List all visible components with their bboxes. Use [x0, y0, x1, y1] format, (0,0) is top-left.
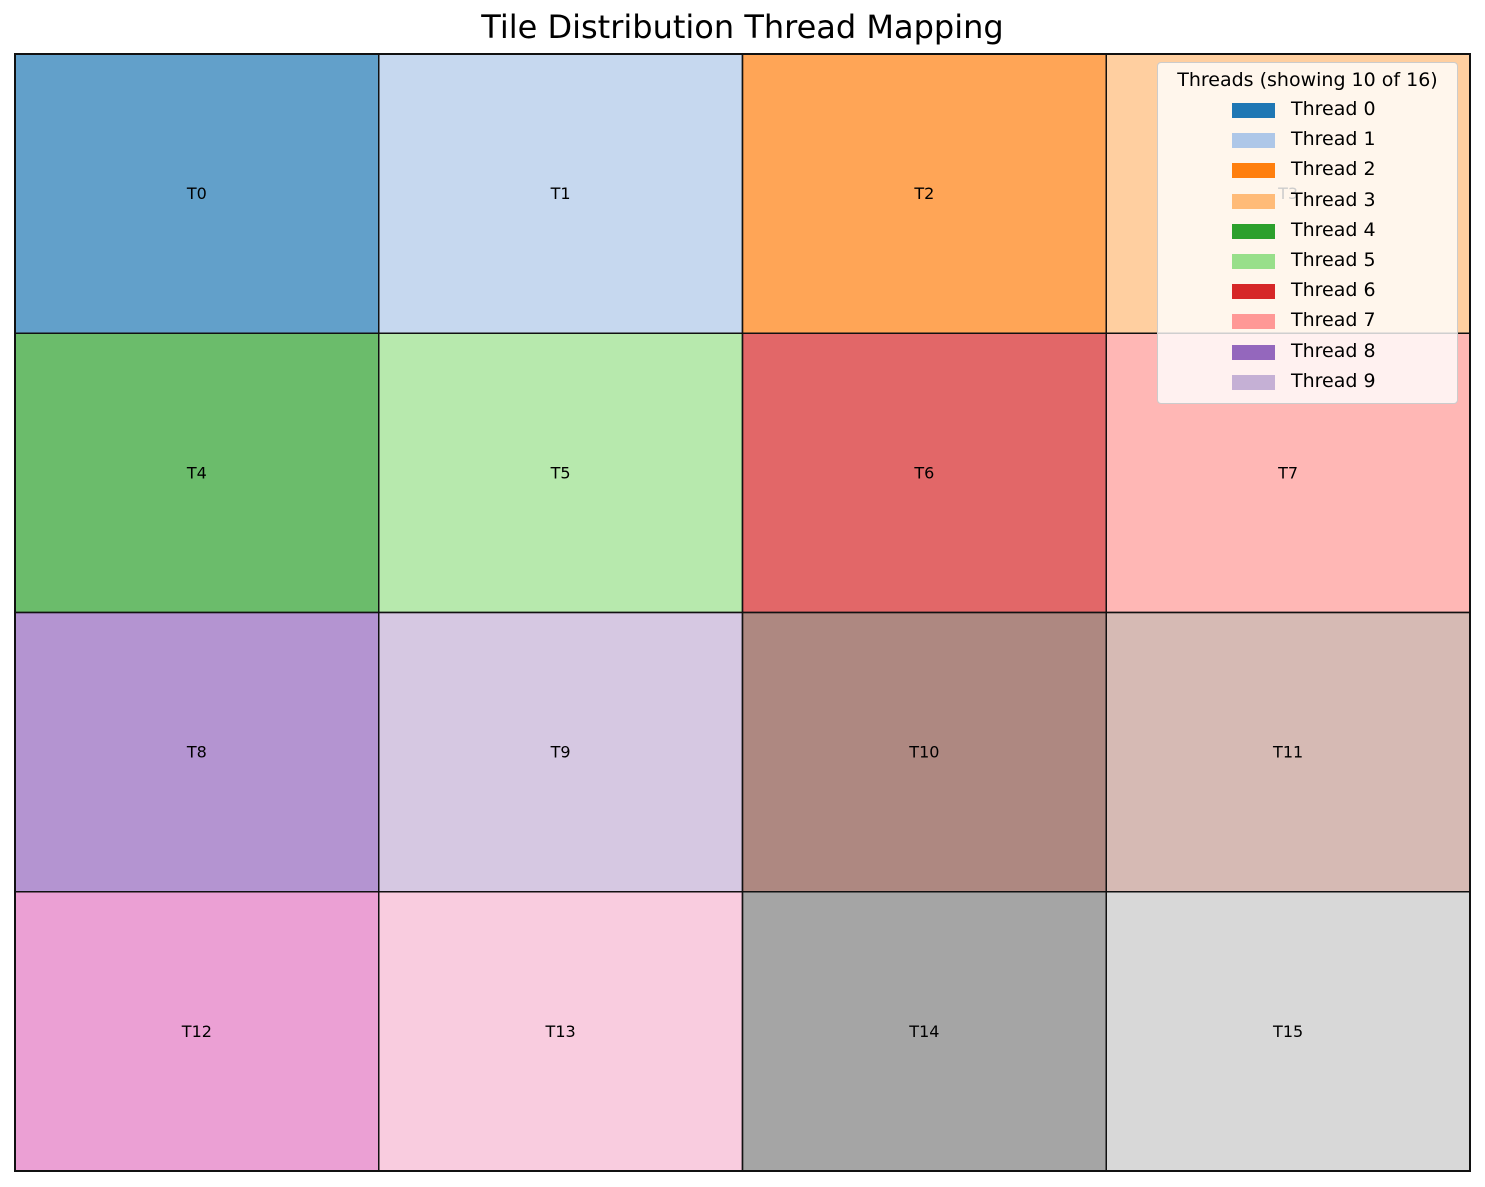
- legend-label-thread-2: Thread 2: [1291, 158, 1376, 181]
- tile-t14: [741, 891, 1107, 1172]
- legend-swatch-thread-1: [1232, 133, 1275, 149]
- tile-label-t5: T5: [550, 463, 571, 482]
- tile-t5: [378, 332, 744, 614]
- tile-label-t6: T6: [913, 463, 934, 482]
- legend-item-thread-9: Thread 9: [1158, 367, 1457, 397]
- legend-label-thread-3: Thread 3: [1291, 188, 1376, 211]
- tile-t10: [741, 611, 1107, 893]
- tile-label-t9: T9: [550, 743, 571, 762]
- tile-label-t2: T2: [913, 184, 934, 203]
- legend-item-thread-8: Thread 8: [1158, 337, 1457, 367]
- chart-title: Tile Distribution Thread Mapping: [481, 8, 1004, 46]
- tile-t9: [378, 611, 744, 893]
- tile-t6: [741, 332, 1107, 614]
- tile-t0: [14, 53, 380, 334]
- legend-label-thread-9: Thread 9: [1291, 369, 1376, 392]
- legend-swatch-thread-2: [1232, 163, 1275, 179]
- legend-swatch-thread-4: [1232, 223, 1275, 239]
- tile-label-t15: T15: [1272, 1022, 1303, 1041]
- legend-item-thread-6: Thread 6: [1158, 276, 1457, 306]
- plot-frame: [14, 53, 1471, 1172]
- legend-item-thread-0: Thread 0: [1158, 95, 1457, 125]
- tile-label-t8: T8: [186, 743, 207, 762]
- legend-item-thread-3: Thread 3: [1158, 186, 1457, 216]
- legend-swatch-thread-6: [1232, 284, 1275, 300]
- legend-swatch-thread-5: [1232, 253, 1275, 269]
- tile-label-t12: T12: [181, 1022, 212, 1041]
- tile-t13: [378, 891, 744, 1172]
- legend-swatch-thread-8: [1232, 344, 1275, 360]
- legend: Threads (showing 10 of 16) Thread 0 Threa…: [1157, 62, 1458, 404]
- tile-label-t13: T13: [545, 1022, 576, 1041]
- tile-label-t11: T11: [1272, 743, 1303, 762]
- tile-label-t1: T1: [550, 184, 571, 203]
- legend-label-thread-7: Thread 7: [1291, 309, 1376, 332]
- legend-item-thread-7: Thread 7: [1158, 306, 1457, 336]
- legend-item-thread-4: Thread 4: [1158, 216, 1457, 246]
- legend-item-thread-1: Thread 1: [1158, 125, 1457, 155]
- legend-label-thread-5: Thread 5: [1291, 248, 1376, 271]
- legend-swatch-thread-7: [1232, 314, 1275, 330]
- tile-label-t4: T4: [186, 463, 207, 482]
- legend-label-thread-4: Thread 4: [1291, 218, 1376, 241]
- tile-t15: [1105, 891, 1471, 1172]
- legend-items: Thread 0 Thread 1 Thread 2 Thread 3 Thread 4…: [1158, 95, 1457, 397]
- legend-title: Threads (showing 10 of 16): [1177, 69, 1438, 91]
- legend-label-thread-1: Thread 1: [1291, 128, 1376, 151]
- tile-t2: [741, 53, 1107, 334]
- legend-label-thread-8: Thread 8: [1291, 339, 1376, 362]
- legend-swatch-thread-9: [1232, 374, 1275, 390]
- legend-swatch-thread-0: [1232, 103, 1275, 118]
- tile-t12: [14, 891, 380, 1172]
- tile-label-t10: T10: [908, 743, 939, 762]
- tile-label-t7: T7: [1277, 463, 1298, 482]
- legend-label-thread-6: Thread 6: [1291, 279, 1376, 302]
- legend-item-thread-2: Thread 2: [1158, 155, 1457, 185]
- legend-swatch-thread-3: [1232, 193, 1275, 209]
- tile-t11: [1105, 611, 1471, 893]
- legend-label-thread-0: Thread 0: [1291, 98, 1376, 120]
- legend-item-thread-5: Thread 5: [1158, 246, 1457, 276]
- tile-label-t0: T0: [186, 184, 207, 203]
- tile-t8: [14, 611, 380, 893]
- tile-label-t14: T14: [908, 1022, 939, 1041]
